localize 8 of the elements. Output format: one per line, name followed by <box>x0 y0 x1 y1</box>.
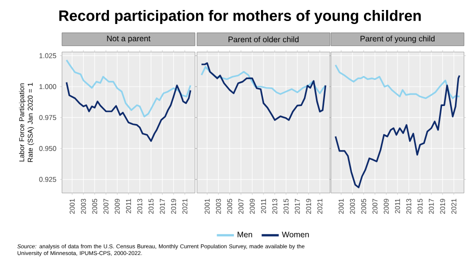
legend-label: Women <box>282 232 309 238</box>
chart-subtitle: Parent of older child <box>228 36 299 42</box>
line-series <box>66 59 192 118</box>
chart-subtitle: Parent of young child <box>360 36 435 44</box>
line-series <box>66 82 192 142</box>
text: Record participation for mothers of young children <box>59 10 421 24</box>
chart-subtitle: Not a parent <box>107 36 150 43</box>
legend-label: Men <box>238 232 252 238</box>
